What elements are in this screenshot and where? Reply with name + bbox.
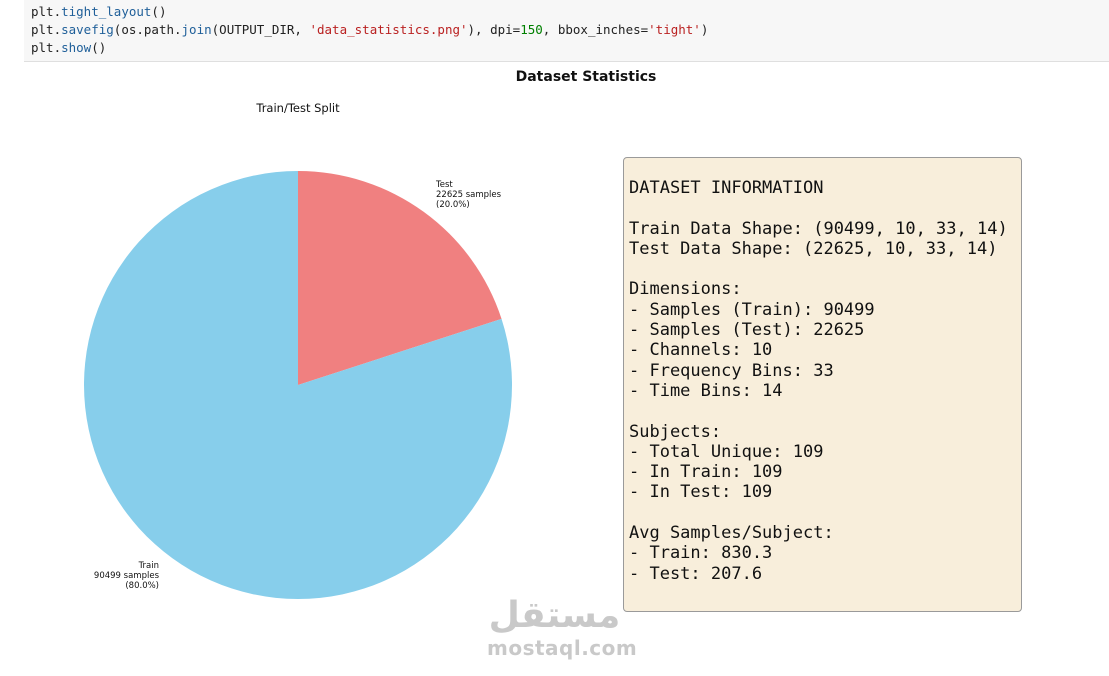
pie-slice-test	[298, 171, 502, 385]
code-cell[interactable]: plt.tight_layout() plt.savefig(os.path.j…	[24, 0, 1109, 62]
pie-label-test: Test 22625 samples (20.0%)	[436, 180, 502, 210]
mostaql-watermark: مستقل mostaql.com	[487, 595, 638, 661]
watermark-arabic: مستقل	[488, 595, 621, 636]
pie-chart-title: Train/Test Split	[256, 101, 340, 115]
code-line-1: plt.tight_layout()	[31, 4, 167, 19]
dataset-info-text: DATASET INFORMATION Train Data Shape: (9…	[629, 178, 1008, 584]
pie-slice-train	[84, 171, 513, 600]
pie-chart	[84, 171, 513, 600]
code-line-2: plt.savefig(os.path.join(OUTPUT_DIR, 'da…	[31, 22, 709, 37]
code-line-3: plt.show()	[31, 40, 107, 55]
figure-title: Dataset Statistics	[515, 69, 657, 85]
dataset-info-box: DATASET INFORMATION Train Data Shape: (9…	[623, 157, 1022, 612]
watermark-latin: mostaql.com	[487, 636, 638, 660]
pie-label-train: Train 90499 samples (80.0%)	[93, 561, 159, 591]
